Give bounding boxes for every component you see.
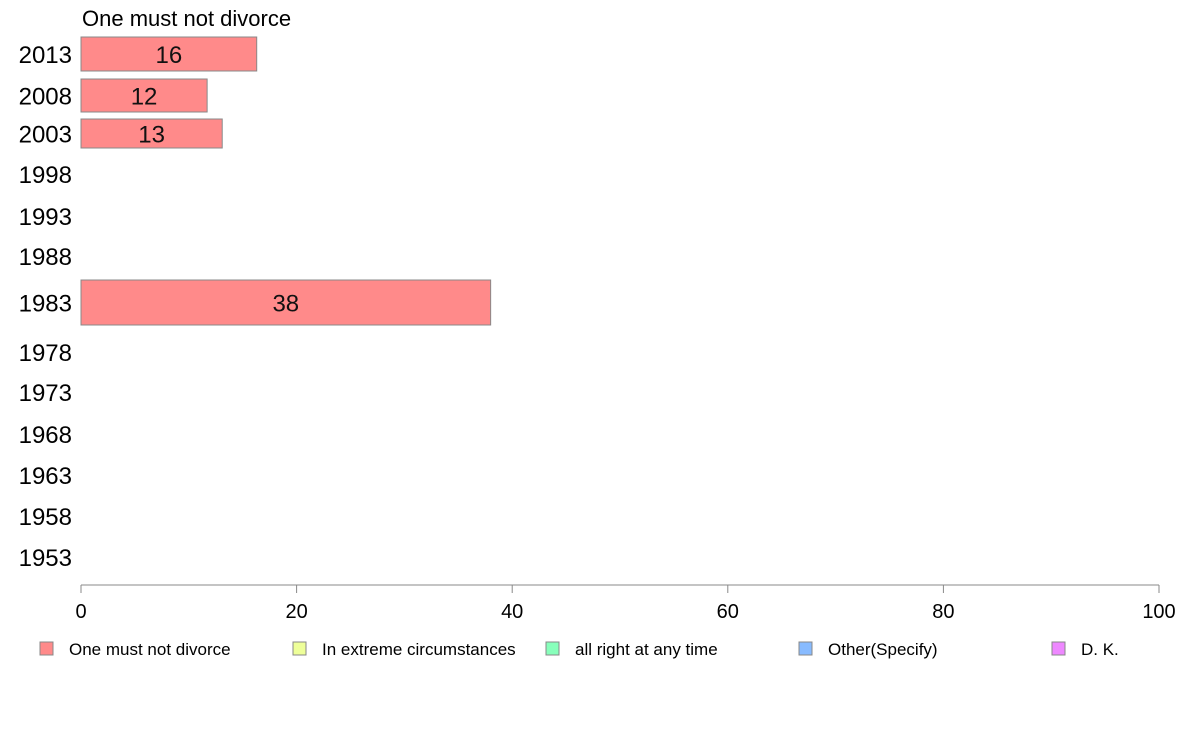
category-label-1958: 1958	[19, 504, 72, 531]
x-axis: 0 20 40 60 80 100	[75, 584, 1176, 623]
x-tick-label-20: 20	[285, 601, 307, 623]
category-label-1993: 1993	[19, 204, 72, 231]
category-label-1978: 1978	[19, 340, 72, 367]
legend-swatch-5	[1051, 641, 1066, 656]
legend-swatch-3	[545, 641, 560, 656]
x-tick-label-60: 60	[717, 601, 739, 623]
bar-2003	[80, 118, 223, 149]
category-label-1968: 1968	[19, 422, 72, 449]
x-tick-label-80: 80	[932, 601, 954, 623]
bar-label-2003: 13	[138, 122, 165, 149]
category-label-2008: 2008	[19, 84, 72, 111]
x-tick-label-100: 100	[1142, 601, 1175, 623]
bar-2013	[80, 36, 258, 72]
bar-label-2008: 12	[131, 84, 158, 111]
legend-swatch-4	[798, 641, 813, 656]
chart-rows: 2013 16 2008 12 2003 13 1998 1993 1988 1983 38 1978…	[19, 36, 492, 572]
legend-label-4: Other(Specify)	[828, 640, 938, 659]
x-tick-label-0: 0	[75, 601, 86, 623]
category-label-1988: 1988	[19, 244, 72, 271]
bar-label-1983: 38	[272, 291, 299, 318]
bar-1983	[80, 279, 492, 326]
legend-label-2: In extreme circumstances	[322, 640, 516, 659]
category-label-1953: 1953	[19, 545, 72, 572]
category-label-1983: 1983	[19, 291, 72, 318]
legend-label-5: D. K.	[1081, 640, 1119, 659]
category-label-1973: 1973	[19, 380, 72, 407]
legend-label-3: all right at any time	[575, 640, 718, 659]
bar-label-2013: 16	[156, 42, 183, 69]
bar-2008	[80, 78, 208, 113]
category-label-2003: 2003	[19, 122, 72, 149]
legend-label-1: One must not divorce	[69, 640, 231, 659]
x-tick-label-40: 40	[501, 601, 523, 623]
legend: One must not divorce In extreme circumsta…	[39, 640, 1119, 659]
legend-swatch-2	[292, 641, 307, 656]
category-label-2013: 2013	[19, 42, 72, 69]
series-title: One must not divorce	[82, 6, 291, 31]
category-label-1998: 1998	[19, 162, 72, 189]
category-label-1963: 1963	[19, 463, 72, 490]
legend-swatch-1	[39, 641, 54, 656]
